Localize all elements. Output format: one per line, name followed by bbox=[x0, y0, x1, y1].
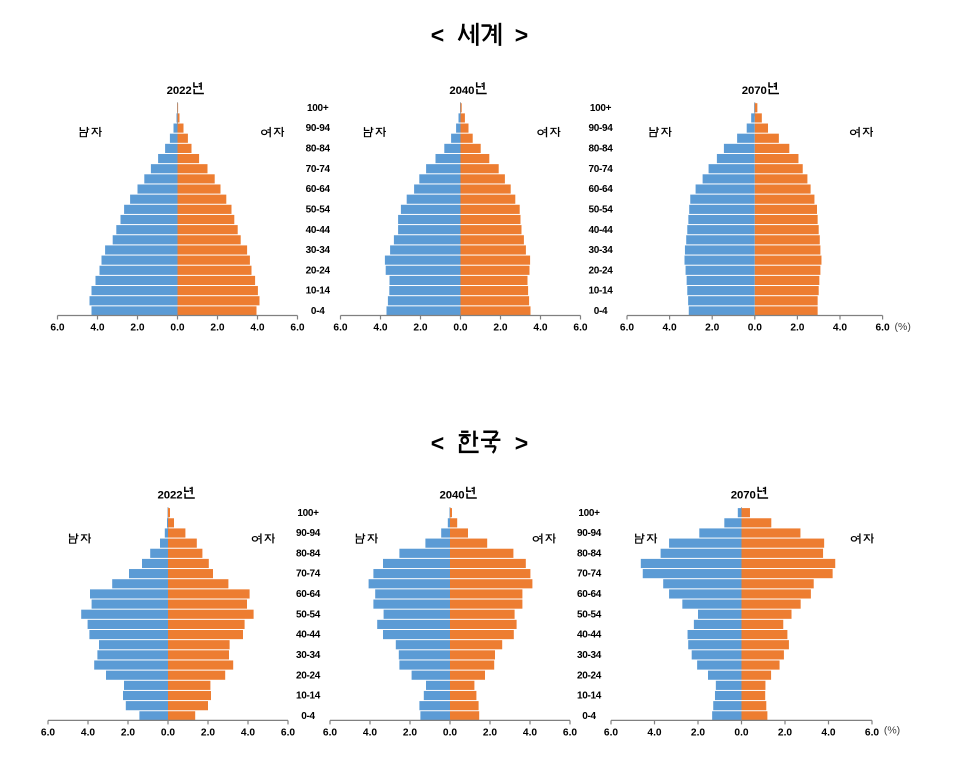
svg-text:>: > bbox=[515, 430, 528, 456]
svg-text:50-54: 50-54 bbox=[588, 204, 613, 215]
svg-text:0.0: 0.0 bbox=[734, 728, 748, 739]
svg-text:20-24: 20-24 bbox=[306, 265, 331, 276]
svg-text:4.0: 4.0 bbox=[241, 728, 255, 739]
svg-text:80-84: 80-84 bbox=[577, 548, 602, 559]
svg-text:4.0: 4.0 bbox=[833, 323, 847, 334]
svg-text:2.0: 2.0 bbox=[121, 728, 135, 739]
svg-text:40-44: 40-44 bbox=[296, 630, 321, 641]
svg-text:6.0: 6.0 bbox=[41, 728, 55, 739]
svg-text:10-14: 10-14 bbox=[306, 286, 331, 297]
svg-text:40-44: 40-44 bbox=[306, 225, 331, 236]
svg-text:30-34: 30-34 bbox=[577, 650, 602, 661]
svg-text:<: < bbox=[431, 22, 444, 48]
svg-text:2022: 2022 bbox=[158, 489, 183, 501]
svg-text:100+: 100+ bbox=[578, 508, 600, 519]
svg-text:2.0: 2.0 bbox=[130, 323, 144, 334]
svg-text:0.0: 0.0 bbox=[748, 323, 762, 334]
svg-text:80-84: 80-84 bbox=[296, 548, 321, 559]
svg-text:20-24: 20-24 bbox=[296, 670, 321, 681]
svg-text:80-84: 80-84 bbox=[588, 144, 613, 155]
svg-text:6.0: 6.0 bbox=[573, 323, 587, 334]
svg-text:2.0: 2.0 bbox=[790, 323, 804, 334]
svg-text:30-34: 30-34 bbox=[296, 650, 321, 661]
svg-text:6.0: 6.0 bbox=[563, 728, 577, 739]
svg-text:<: < bbox=[431, 430, 444, 456]
svg-text:100+: 100+ bbox=[307, 103, 329, 114]
svg-text:(%): (%) bbox=[895, 321, 911, 333]
svg-text:50-54: 50-54 bbox=[306, 204, 331, 215]
svg-text:2040: 2040 bbox=[440, 489, 465, 501]
svg-text:4.0: 4.0 bbox=[373, 323, 387, 334]
svg-text:30-34: 30-34 bbox=[588, 245, 613, 256]
svg-text:0-4: 0-4 bbox=[311, 306, 325, 317]
svg-text:70-74: 70-74 bbox=[306, 164, 331, 175]
svg-text:90-94: 90-94 bbox=[577, 528, 602, 539]
svg-text:2.0: 2.0 bbox=[403, 728, 417, 739]
svg-text:6.0: 6.0 bbox=[865, 728, 879, 739]
svg-text:100+: 100+ bbox=[297, 508, 319, 519]
svg-text:2.0: 2.0 bbox=[705, 323, 719, 334]
svg-text:30-34: 30-34 bbox=[306, 245, 331, 256]
svg-text:2.0: 2.0 bbox=[691, 728, 705, 739]
svg-text:4.0: 4.0 bbox=[90, 323, 104, 334]
svg-text:6.0: 6.0 bbox=[50, 323, 64, 334]
svg-text:4.0: 4.0 bbox=[663, 323, 677, 334]
svg-text:40-44: 40-44 bbox=[577, 630, 602, 641]
svg-text:4.0: 4.0 bbox=[523, 728, 537, 739]
svg-text:2.0: 2.0 bbox=[210, 323, 224, 334]
svg-text:0-4: 0-4 bbox=[301, 711, 315, 722]
svg-text:2.0: 2.0 bbox=[493, 323, 507, 334]
svg-text:50-54: 50-54 bbox=[577, 609, 602, 620]
svg-text:20-24: 20-24 bbox=[588, 265, 613, 276]
svg-text:20-24: 20-24 bbox=[577, 670, 602, 681]
svg-text:90-94: 90-94 bbox=[296, 528, 321, 539]
svg-text:>: > bbox=[515, 22, 528, 48]
svg-text:6.0: 6.0 bbox=[876, 323, 890, 334]
svg-text:0-4: 0-4 bbox=[594, 306, 608, 317]
svg-text:2.0: 2.0 bbox=[201, 728, 215, 739]
svg-text:100+: 100+ bbox=[590, 103, 612, 114]
svg-text:70-74: 70-74 bbox=[296, 569, 321, 580]
svg-text:0-4: 0-4 bbox=[582, 711, 596, 722]
svg-text:4.0: 4.0 bbox=[363, 728, 377, 739]
svg-text:6.0: 6.0 bbox=[281, 728, 295, 739]
svg-text:(%): (%) bbox=[884, 725, 900, 737]
svg-text:0.0: 0.0 bbox=[161, 728, 175, 739]
svg-text:6.0: 6.0 bbox=[604, 728, 618, 739]
svg-text:10-14: 10-14 bbox=[577, 691, 602, 702]
svg-text:2070: 2070 bbox=[731, 489, 756, 501]
svg-text:90-94: 90-94 bbox=[588, 123, 613, 134]
svg-text:2070: 2070 bbox=[742, 85, 767, 97]
svg-text:4.0: 4.0 bbox=[250, 323, 264, 334]
svg-text:70-74: 70-74 bbox=[588, 164, 613, 175]
svg-text:60-64: 60-64 bbox=[296, 589, 321, 600]
svg-text:2.0: 2.0 bbox=[778, 728, 792, 739]
svg-text:4.0: 4.0 bbox=[533, 323, 547, 334]
svg-text:2040: 2040 bbox=[449, 85, 474, 97]
svg-text:40-44: 40-44 bbox=[588, 225, 613, 236]
svg-text:10-14: 10-14 bbox=[588, 286, 613, 297]
svg-text:80-84: 80-84 bbox=[306, 144, 331, 155]
svg-text:2022: 2022 bbox=[167, 85, 192, 97]
svg-text:6.0: 6.0 bbox=[333, 323, 347, 334]
svg-text:2.0: 2.0 bbox=[413, 323, 427, 334]
svg-text:2.0: 2.0 bbox=[483, 728, 497, 739]
svg-text:0.0: 0.0 bbox=[443, 728, 457, 739]
svg-text:4.0: 4.0 bbox=[81, 728, 95, 739]
svg-text:0.0: 0.0 bbox=[170, 323, 184, 334]
svg-text:60-64: 60-64 bbox=[577, 589, 602, 600]
svg-text:6.0: 6.0 bbox=[290, 323, 304, 334]
svg-text:6.0: 6.0 bbox=[620, 323, 634, 334]
svg-text:60-64: 60-64 bbox=[588, 184, 613, 195]
svg-text:0.0: 0.0 bbox=[453, 323, 467, 334]
svg-text:10-14: 10-14 bbox=[296, 691, 321, 702]
svg-text:90-94: 90-94 bbox=[306, 123, 331, 134]
svg-text:4.0: 4.0 bbox=[821, 728, 835, 739]
svg-text:60-64: 60-64 bbox=[306, 184, 331, 195]
svg-text:6.0: 6.0 bbox=[323, 728, 337, 739]
svg-text:4.0: 4.0 bbox=[647, 728, 661, 739]
svg-text:70-74: 70-74 bbox=[577, 569, 602, 580]
svg-text:50-54: 50-54 bbox=[296, 609, 321, 620]
